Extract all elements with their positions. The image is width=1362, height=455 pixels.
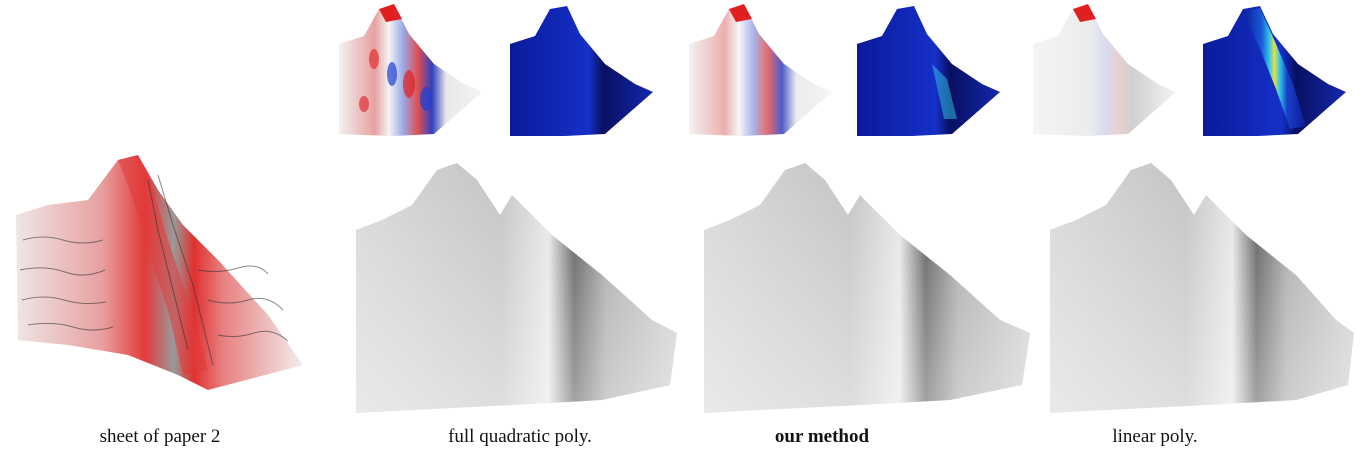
our-method-surface-image — [700, 155, 1035, 420]
linear-surface-image — [1046, 155, 1358, 420]
caption-input: sheet of paper 2 — [99, 426, 221, 447]
linear-error-image — [1198, 4, 1348, 139]
full-quadratic-surface-image — [352, 155, 682, 420]
caption-our-method: our method — [774, 426, 870, 447]
input-surface-image — [8, 150, 308, 395]
caption-linear: linear poly. — [1112, 426, 1198, 447]
full-quadratic-difference-image — [334, 4, 484, 139]
linear-difference-image — [1028, 4, 1178, 139]
caption-full-quadratic: full quadratic poly. — [448, 426, 592, 447]
our-method-difference-image — [684, 4, 834, 139]
full-quadratic-error-image — [505, 4, 655, 139]
our-method-error-image — [852, 4, 1002, 139]
